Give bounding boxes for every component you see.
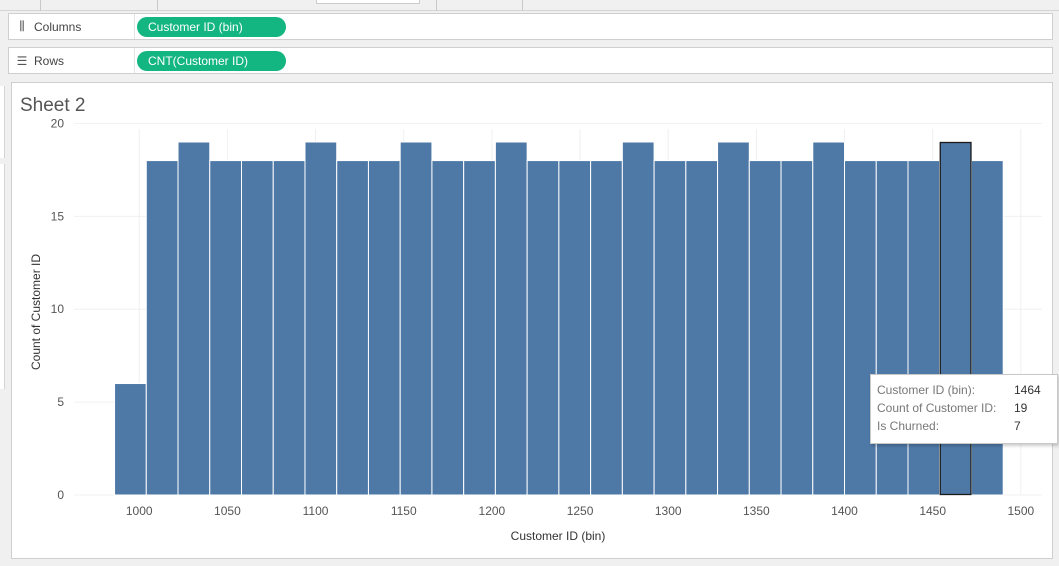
histogram-bar[interactable] [526, 160, 560, 496]
histogram-bar[interactable] [621, 141, 655, 496]
columns-shelf[interactable]: ⫼ Columns Customer ID (bin) [8, 13, 1053, 40]
rows-shelf-label: ☰ Rows [9, 48, 135, 73]
rows-pill[interactable]: CNT(Customer ID) [137, 51, 286, 71]
x-tick-label: 1150 [391, 504, 417, 518]
histogram-bar[interactable] [717, 141, 750, 496]
histogram-bar[interactable] [145, 160, 179, 496]
histogram-bar[interactable] [844, 160, 877, 496]
x-tick-label: 1400 [831, 504, 858, 518]
tooltip-row: Customer ID (bin): 1464 [877, 383, 1041, 397]
x-tick-label: 1050 [214, 504, 241, 518]
histogram-bar[interactable] [970, 160, 1004, 496]
y-tick-label: 10 [51, 302, 65, 316]
histogram-bar[interactable] [685, 160, 719, 496]
toolbar-separator [40, 0, 41, 11]
histogram-bar[interactable] [748, 160, 782, 496]
histogram-bar[interactable] [177, 141, 211, 496]
histogram-bar[interactable] [494, 141, 528, 496]
histogram-bar[interactable] [907, 160, 941, 496]
x-tick-label: 1200 [479, 504, 506, 518]
histogram-bar[interactable] [114, 383, 147, 496]
histogram-bar[interactable] [653, 160, 687, 496]
toolbar-separator [436, 0, 437, 11]
tooltip-row: Count of Customer ID: 19 [877, 401, 1028, 415]
rows-icon: ☰ [16, 53, 28, 68]
tooltip-row: Is Churned: 7 [877, 419, 1021, 433]
rows-shelf[interactable]: ☰ Rows CNT(Customer ID) [8, 47, 1053, 74]
x-tick-label: 1250 [567, 504, 594, 518]
y-tick-label: 0 [57, 488, 64, 502]
histogram-bar[interactable] [272, 160, 306, 496]
y-tick-label: 15 [51, 209, 65, 223]
columns-shelf-label: ⫼ Columns [9, 14, 135, 39]
selected-bar-outline [939, 141, 972, 496]
histogram-bar[interactable] [209, 160, 243, 496]
side-panel-edge [0, 164, 5, 389]
toolbar-separator [157, 0, 158, 11]
sheet-title: Sheet 2 [20, 95, 86, 116]
x-tick-label: 1500 [1007, 504, 1034, 518]
side-panel-edge [0, 86, 5, 158]
x-tick-label: 1350 [743, 504, 770, 518]
histogram-bar[interactable] [399, 141, 433, 496]
toolbar-strip [0, 0, 1059, 11]
histogram-bar[interactable] [367, 160, 401, 496]
histogram-bar[interactable] [304, 141, 338, 496]
histogram-bar[interactable] [812, 141, 846, 496]
histogram-bar[interactable] [780, 160, 814, 496]
histogram-bar[interactable] [336, 160, 369, 496]
sheet-view: Sheet 2 1000 1050 1100 1150 1200 1250 1300 1350… [11, 82, 1053, 559]
histogram-bar[interactable] [558, 160, 592, 496]
toolbar-dropdown[interactable] [316, 0, 420, 4]
histogram-bar[interactable] [463, 160, 496, 496]
histogram-bar[interactable] [875, 160, 909, 496]
chart-tooltip: Customer ID (bin): 1464 Count of Custome… [870, 374, 1058, 444]
histogram-chart[interactable]: 1000 1050 1100 1150 1200 1250 1300 1350 1400 1450… [12, 83, 1052, 558]
y-tick-label: 20 [51, 116, 65, 130]
x-axis-label: Customer ID (bin) [511, 529, 606, 543]
histogram-bar[interactable] [431, 160, 465, 496]
x-tick-label: 1000 [126, 504, 153, 518]
toolbar-separator [522, 0, 523, 11]
x-tick-label: 1300 [655, 504, 682, 518]
y-axis-label: Count of Customer ID [29, 254, 43, 370]
histogram-bar[interactable] [590, 160, 623, 496]
x-tick-label: 1100 [303, 504, 329, 518]
y-tick-label: 5 [57, 395, 64, 409]
columns-icon: ⫼ [19, 19, 25, 33]
columns-pill[interactable]: Customer ID (bin) [137, 17, 286, 37]
histogram-bar[interactable] [241, 160, 274, 496]
x-tick-label: 1450 [919, 504, 946, 518]
